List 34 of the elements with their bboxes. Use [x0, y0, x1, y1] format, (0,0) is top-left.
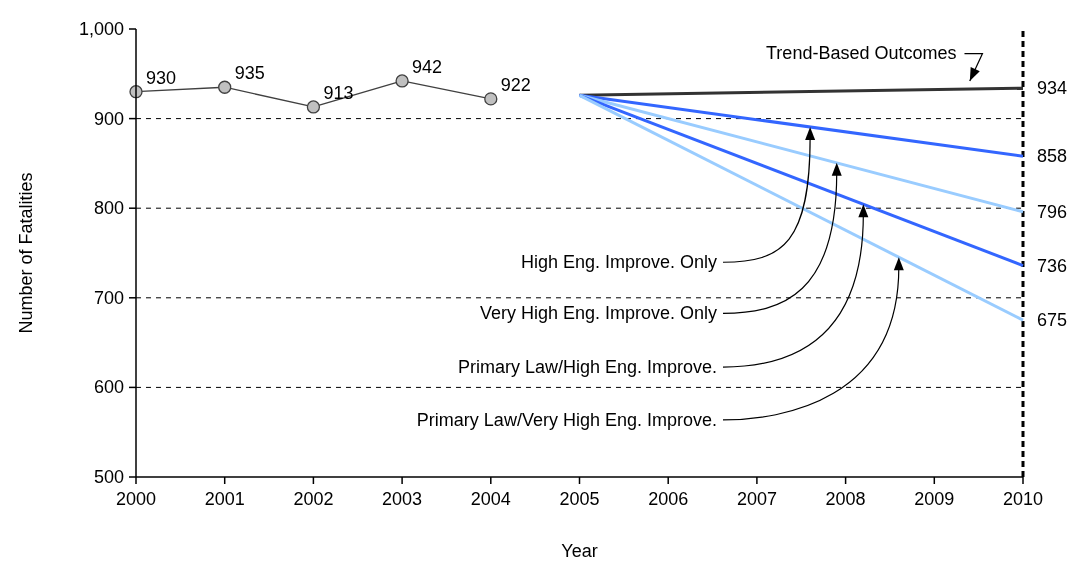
data-label: 858	[1037, 146, 1068, 167]
data-label: 922	[500, 74, 531, 95]
data-label: 675	[1037, 310, 1068, 331]
y-axis-title: Number of Fatalities	[16, 172, 36, 334]
text: High Eng. Improve. Only	[520, 252, 717, 273]
series-label: Trend-Based Outcomes	[766, 42, 957, 63]
x-tick-label: 2004	[470, 489, 511, 509]
x-tick-label: 2002	[293, 489, 334, 509]
data-label: 930	[146, 67, 177, 88]
data-label: 796	[1037, 201, 1068, 222]
data-label: 736	[1037, 255, 1068, 276]
x-tick-label: 2010	[1002, 489, 1044, 509]
x-tick-label: 2003	[382, 489, 423, 509]
text: Primary Law/High Eng. Improve.	[457, 357, 717, 378]
y-tick-label: 1,000	[78, 19, 124, 39]
data-label: 935	[234, 63, 265, 84]
x-tick-label: 2008	[825, 489, 866, 509]
data-label: 913	[323, 82, 354, 103]
x-tick-label: 2007	[736, 489, 777, 509]
x-tick-label: 2005	[559, 489, 600, 509]
text: Very High Eng. Improve. Only	[479, 303, 717, 324]
x-tick-label: 2001	[204, 489, 245, 509]
y-tick-label: 500	[93, 467, 124, 487]
text: Primary Law/Very High Eng. Improve.	[416, 409, 717, 430]
x-tick-label: 2000	[115, 489, 157, 509]
x-tick-label: 2009	[914, 489, 955, 509]
y-tick-label: 600	[93, 377, 124, 398]
y-tick-label: 800	[93, 198, 124, 219]
x-axis-title: Year	[561, 541, 598, 561]
x-tick-label: 2006	[648, 489, 689, 509]
data-label: 934	[1037, 78, 1068, 99]
y-tick-label: 700	[93, 287, 124, 308]
y-tick-label: 900	[93, 108, 124, 129]
data-label: 942	[412, 56, 443, 77]
